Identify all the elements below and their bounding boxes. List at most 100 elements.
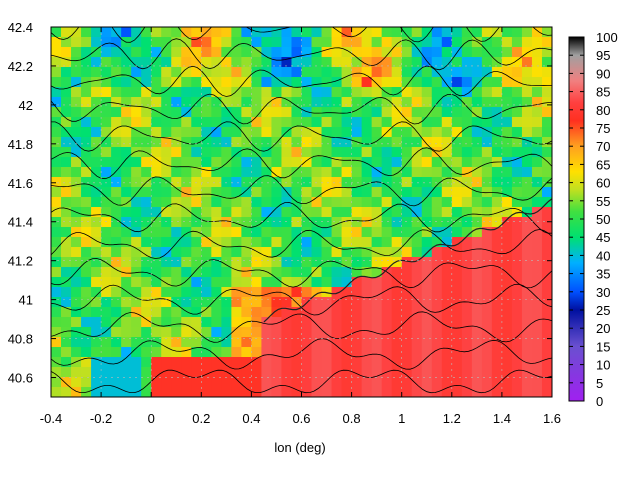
heatmap-cell <box>461 167 473 178</box>
heatmap-cell <box>251 117 263 128</box>
heatmap-cell <box>121 167 132 178</box>
heatmap-cell <box>111 387 122 397</box>
heatmap-cell <box>541 87 552 98</box>
heatmap-cell <box>471 217 483 228</box>
heatmap-cell <box>191 277 202 288</box>
heatmap-cell <box>71 187 82 198</box>
heatmap-cell <box>201 227 212 238</box>
heatmap-cell <box>401 117 413 128</box>
heatmap-cell <box>361 167 373 178</box>
heatmap-cell <box>251 207 263 218</box>
heatmap-cell <box>261 117 273 128</box>
heatmap-cell <box>361 47 373 58</box>
heatmap-cell <box>481 247 493 258</box>
heatmap-cell <box>461 197 473 208</box>
heatmap-cell <box>181 377 192 388</box>
heatmap-cell <box>491 347 503 358</box>
heatmap-cell <box>451 307 463 318</box>
heatmap-cell <box>361 247 373 258</box>
heatmap-cell <box>451 377 463 388</box>
contour-line <box>51 175 552 207</box>
heatmap-cell <box>141 157 152 168</box>
heatmap-cell <box>291 67 303 78</box>
heatmap-cell <box>81 307 92 318</box>
heatmap-cell <box>101 337 112 348</box>
heatmap-cell <box>441 377 453 388</box>
heatmap-cell <box>311 197 323 208</box>
heatmap-cell <box>321 387 333 397</box>
heatmap-cell <box>131 177 142 188</box>
heatmap-cell <box>521 97 533 108</box>
heatmap-cell <box>191 127 202 138</box>
heatmap-cell <box>501 187 513 198</box>
heatmap-cell <box>331 347 343 358</box>
heatmap-cell <box>321 167 333 178</box>
heatmap-cell <box>101 187 112 198</box>
heatmap-cell <box>281 357 293 368</box>
heatmap-cell <box>421 177 433 188</box>
heatmap-cell <box>131 137 142 148</box>
heatmap-cell <box>301 257 313 268</box>
heatmap-cell <box>281 347 293 358</box>
heatmap-cell <box>461 227 473 238</box>
heatmap-cell <box>221 347 232 358</box>
heatmap-cell <box>171 47 182 58</box>
heatmap-cell <box>461 277 473 288</box>
heatmap-cell <box>81 277 92 288</box>
heatmap-cell <box>71 137 82 148</box>
heatmap-cell <box>441 97 453 108</box>
heatmap-cell <box>471 347 483 358</box>
heatmap-cell <box>471 97 483 108</box>
heatmap-cell <box>331 67 343 78</box>
heatmap-cell <box>141 77 152 88</box>
heatmap-cell <box>71 37 82 48</box>
colorbar-tick-label: 80 <box>596 103 610 118</box>
heatmap-cell <box>381 207 393 218</box>
heatmap-cell <box>161 67 172 78</box>
heatmap-cell <box>181 97 192 108</box>
heatmap-cell <box>161 387 172 397</box>
heatmap-cell <box>341 97 353 108</box>
heatmap-cell <box>91 377 102 388</box>
heatmap-cell <box>531 307 543 318</box>
heatmap-cell <box>511 267 523 278</box>
heatmap-cell <box>411 117 423 128</box>
heatmap-cell <box>201 237 212 248</box>
heatmap-cell <box>91 57 102 68</box>
heatmap-cell <box>111 357 122 368</box>
heatmap-cell <box>121 157 132 168</box>
heatmap-cell <box>171 247 182 258</box>
heatmap-cell <box>161 337 172 348</box>
heatmap-cell <box>291 107 303 118</box>
heatmap-cell <box>231 337 242 348</box>
heatmap-cell <box>451 267 463 278</box>
heatmap-cell <box>301 177 313 188</box>
heatmap-cell <box>361 317 373 328</box>
heatmap-cell <box>451 197 463 208</box>
heatmap-cell <box>261 227 273 238</box>
heatmap-cell <box>371 237 383 248</box>
heatmap-cell <box>181 257 192 268</box>
heatmap-cell <box>181 337 192 348</box>
heatmap-cell <box>311 117 323 128</box>
colorbar-tick-label: 90 <box>596 66 610 81</box>
heatmap-cell <box>321 77 333 88</box>
heatmap-cell <box>101 37 112 48</box>
heatmap-cell <box>161 127 172 138</box>
heatmap-cell <box>261 357 273 368</box>
heatmap-cell <box>371 147 383 158</box>
heatmap-cell <box>221 357 232 368</box>
heatmap-cell <box>171 217 182 228</box>
heatmap-cell <box>451 297 463 308</box>
heatmap-cell <box>141 47 152 58</box>
heatmap-cell <box>281 257 293 268</box>
heatmap-cell <box>181 197 192 208</box>
heatmap-cell <box>451 217 463 228</box>
heatmap-cell <box>101 57 112 68</box>
heatmap-cell <box>371 57 383 68</box>
heatmap-cell <box>391 287 403 298</box>
heatmap-cell <box>211 247 222 258</box>
heatmap-cell <box>211 197 222 208</box>
heatmap-cell <box>191 257 202 268</box>
heatmap-cell <box>61 77 72 88</box>
